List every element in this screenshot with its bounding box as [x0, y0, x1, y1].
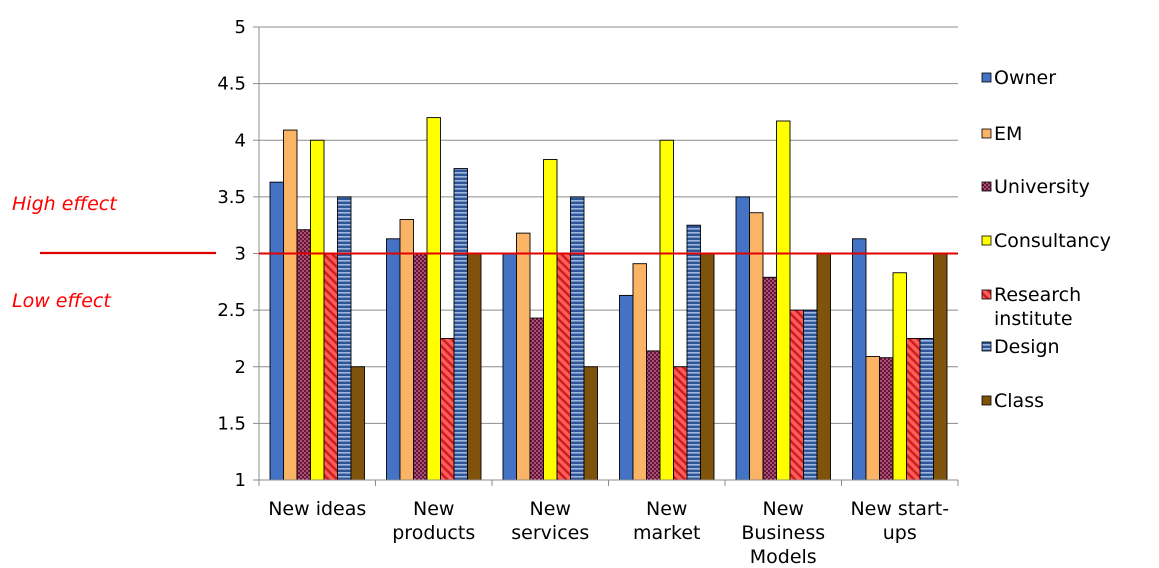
bar-class: [350, 366, 365, 481]
category-label-line: New: [763, 498, 804, 520]
bar-design: [453, 168, 468, 481]
bar-owner: [269, 181, 284, 481]
legend-label-line: EM: [994, 123, 1022, 145]
bar-class: [467, 253, 482, 481]
bar-consultancy: [543, 159, 558, 481]
legend-swatch: [981, 72, 992, 83]
legend-label-line: University: [994, 176, 1090, 198]
legend-label: Research institute: [994, 284, 1081, 330]
bar-design: [570, 196, 585, 481]
category-label-line: services: [511, 522, 589, 544]
category-label-line: products: [392, 522, 475, 544]
category-label-line: New start-: [850, 498, 949, 520]
category-label-line: New: [530, 498, 571, 520]
bar-owner: [735, 196, 750, 481]
bar-design: [919, 337, 934, 481]
bar-university: [762, 276, 777, 481]
bar-research-institute: [556, 253, 571, 481]
bar-consultancy: [659, 139, 674, 481]
bar-class: [583, 366, 598, 481]
bar-university: [296, 229, 311, 481]
legend-label-line: institute: [994, 308, 1073, 330]
bar-class: [933, 253, 948, 481]
legend-label: Class: [994, 390, 1044, 412]
bar-design: [803, 309, 818, 481]
bar-research-institute: [323, 253, 338, 481]
bar-consultancy: [776, 120, 791, 481]
legend-swatch: [981, 289, 992, 300]
category-label-line: New ideas: [268, 498, 366, 520]
bar-consultancy: [426, 117, 441, 481]
bar-research-institute: [673, 366, 688, 481]
legend-label: Design: [994, 336, 1060, 358]
bar-university: [879, 357, 894, 481]
y-axis-ticks: 1 1.5 2 2.5 3 3.5 4 4.5 5: [217, 17, 246, 491]
category-label-line: market: [633, 522, 700, 544]
low-effect-label: Low effect: [12, 290, 112, 312]
high-effect-label: High effect: [12, 193, 118, 215]
legend-label-line: Research: [994, 284, 1081, 306]
bar-owner: [386, 238, 401, 481]
category-label: New services: [511, 498, 589, 544]
category-label-line: Models: [750, 546, 817, 568]
bar-research-institute: [906, 337, 921, 481]
y-tick-label: 5: [235, 17, 246, 38]
bar-em: [865, 356, 880, 481]
category-label-line: ups: [883, 522, 917, 544]
bar-design: [337, 196, 352, 481]
bar-em: [632, 263, 647, 481]
bar-university: [646, 350, 661, 481]
category-label: New ideas: [268, 498, 366, 520]
category-label: New market: [633, 498, 700, 544]
bar-research-institute: [440, 337, 455, 481]
y-tick-label: 3: [235, 244, 246, 265]
legend-swatch: [981, 128, 992, 139]
legend-label-line: Owner: [994, 67, 1056, 89]
legend-label-line: Class: [994, 390, 1044, 412]
legend-label: EM: [994, 123, 1022, 145]
legend-label-line: Consultancy: [994, 230, 1111, 252]
legend-label: Consultancy: [994, 230, 1111, 252]
legend: Owner EM University Consultancy Research inst…: [981, 67, 1111, 412]
category-label: New products: [392, 498, 475, 544]
category-label-line: New: [413, 498, 454, 520]
y-tick-label: 3.5: [217, 187, 246, 208]
bar-owner: [502, 253, 517, 481]
legend-label-line: Design: [994, 336, 1060, 358]
y-tick-label: 1: [235, 470, 246, 491]
category-label-line: New: [646, 498, 687, 520]
bar-owner: [619, 294, 634, 481]
bar-consultancy: [892, 272, 907, 481]
y-tick-label: 2.5: [217, 300, 246, 321]
bar-consultancy: [310, 139, 325, 481]
bar-em: [516, 232, 531, 481]
legend-label: University: [994, 176, 1090, 198]
category-label-line: Business: [741, 522, 825, 544]
category-label: New Business Models: [741, 498, 825, 568]
legend-swatch: [981, 235, 992, 246]
bar-class: [816, 253, 831, 481]
bar-research-institute: [789, 309, 804, 481]
legend-swatch: [981, 395, 992, 406]
bar-em: [399, 219, 414, 481]
category-label: New start-ups: [850, 498, 949, 544]
legend-label: Owner: [994, 67, 1056, 89]
y-tick-label: 4.5: [217, 74, 246, 95]
y-tick-label: 4: [235, 130, 246, 151]
legend-swatch: [981, 341, 992, 352]
bar-class: [700, 253, 715, 481]
y-tick-label: 1.5: [217, 413, 246, 434]
bar-design: [686, 224, 701, 481]
bar-owner: [852, 238, 867, 481]
legend-swatch: [981, 181, 992, 192]
bar-university: [413, 253, 428, 481]
bar-em: [283, 129, 298, 481]
y-tick-label: 2: [235, 357, 246, 378]
bar-university: [529, 317, 544, 481]
bars: [269, 117, 948, 481]
